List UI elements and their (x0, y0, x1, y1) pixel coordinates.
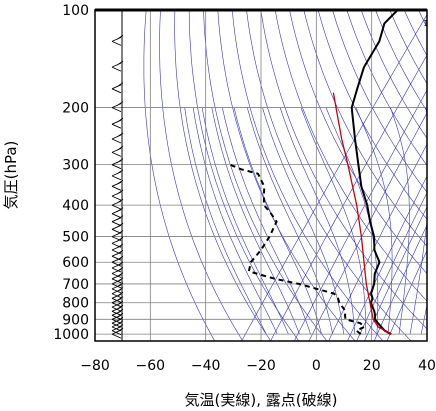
mixing-ratio-labels: 15101520g (423, 19, 428, 28)
series-layer (229, 10, 399, 335)
dry-adiabat-line (143, 10, 215, 341)
y-tick-label: 300 (62, 158, 89, 174)
dewpoint-line (229, 163, 366, 335)
x-tick-label: −80 (80, 358, 110, 374)
x-tick-labels: −80 −60 −40 −20 0 20 40 (80, 358, 436, 374)
temperature-line (350, 10, 399, 335)
y-tick-label: 1000 (53, 327, 89, 343)
mixing-ratio-line (241, 14, 427, 341)
mixing-ratio-line (270, 54, 427, 341)
x-tick-label: 40 (418, 358, 436, 374)
x-tick-label: −20 (246, 358, 276, 374)
dry-adiabat-line (332, 10, 427, 193)
y-tick-label: 500 (62, 230, 89, 246)
mixing-ratio-line (347, 175, 427, 341)
y-tick-label: 800 (62, 296, 89, 312)
mixing-ratio-line (294, 89, 427, 341)
mixing-ratio-line (356, 191, 427, 341)
y-tick-label: 900 (62, 312, 89, 328)
dry-adiabat-line (346, 10, 427, 166)
x-tick-label: 20 (363, 358, 381, 374)
y-tick-label: 200 (62, 101, 89, 117)
dry-adiabat-line (317, 10, 427, 220)
wind-barb-column (111, 10, 124, 341)
y-tick-label: 100 (62, 3, 89, 19)
mixing-ratio-line (308, 112, 427, 341)
y-axis-label: 気圧(hPa) (2, 141, 20, 210)
mixing-ratio-label: 1 (423, 19, 428, 28)
x-tick-label: 0 (312, 358, 321, 374)
y-tick-label: 700 (62, 277, 89, 293)
moist-adiabat-line (420, 303, 427, 335)
dry-adiabat-line (231, 10, 384, 341)
dry-adiabat-line (203, 10, 328, 341)
dry-adiabat-line (217, 10, 356, 341)
y-tick-label: 400 (62, 198, 89, 214)
x-tick-label: −40 (191, 358, 221, 374)
mixing-ratio-line (386, 249, 427, 341)
dry-adiabat-line (174, 10, 272, 341)
x-axis-label: 気温(実線), 露点(破線) (185, 391, 338, 409)
dry-adiabat-line (274, 10, 427, 302)
parcel-line (332, 92, 392, 335)
mixing-ratio-line (328, 143, 427, 341)
dry-adiabat-line (289, 10, 427, 275)
dry-adiabat-line (159, 10, 244, 341)
x-tick-label: −60 (136, 358, 166, 374)
mixing-ratio-line (373, 224, 427, 341)
moist-adiabat-line (432, 108, 436, 335)
dry-adiabat-line (260, 10, 427, 330)
y-tick-label: 600 (62, 255, 89, 271)
